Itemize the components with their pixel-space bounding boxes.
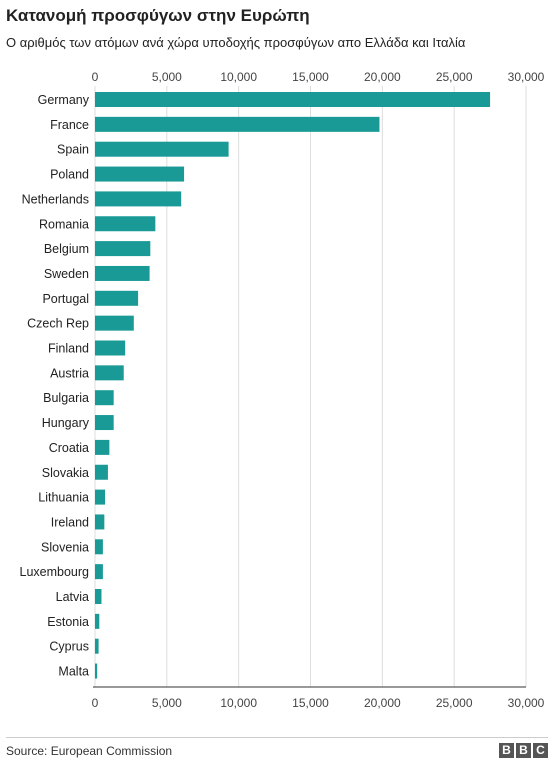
- category-label: Romania: [39, 217, 89, 231]
- category-label: Portugal: [42, 292, 89, 306]
- bottom-tick-label: 5,000: [152, 696, 182, 710]
- bar: [95, 564, 103, 580]
- category-label: Estonia: [47, 615, 89, 629]
- category-label: Finland: [48, 342, 89, 356]
- bar: [95, 638, 99, 654]
- top-tick-label: 0: [92, 70, 99, 84]
- bottom-tick-label: 0: [92, 696, 99, 710]
- category-labels: Germany France Spain Poland Netherlands Roman…: [20, 93, 90, 679]
- category-label: Lithuania: [38, 491, 89, 505]
- category-label: Germany: [38, 93, 90, 107]
- chart-title: Κατανομή προσφύγων στην Ευρώπη: [6, 6, 310, 25]
- bottom-tick-label: 10,000: [220, 696, 257, 710]
- bar: [95, 191, 182, 207]
- category-label: Bulgaria: [43, 391, 89, 405]
- bottom-tick-labels: 0 5,000 10,000 15,000 20,000 25,000 30,000: [92, 696, 545, 710]
- category-label: Malta: [58, 665, 89, 679]
- bar: [95, 415, 114, 431]
- category-label: Belgium: [44, 242, 89, 256]
- top-tick-labels: 0 5,000 10,000 15,000 20,000 25,000 30,000: [92, 70, 545, 84]
- bar: [95, 265, 150, 281]
- category-label: Latvia: [56, 590, 89, 604]
- top-tick-label: 30,000: [508, 70, 545, 84]
- footer-divider: [6, 737, 548, 738]
- bar: [95, 290, 139, 306]
- bar: [95, 315, 134, 331]
- category-label: Poland: [50, 168, 89, 182]
- category-label: Austria: [50, 366, 89, 380]
- bar: [95, 241, 151, 257]
- category-label: France: [50, 118, 89, 132]
- bar-chart: 0 5,000 10,000 15,000 20,000 25,000 30,000 0 5,…: [20, 70, 545, 710]
- category-label: Hungary: [42, 416, 90, 430]
- bar: [95, 216, 156, 232]
- category-label: Ireland: [51, 515, 89, 529]
- bar: [95, 589, 102, 604]
- bar: [95, 514, 105, 530]
- source-note: Source: European Commission: [6, 744, 173, 758]
- category-label: Spain: [57, 143, 89, 157]
- bar: [95, 141, 229, 157]
- logo-letter: B: [516, 743, 531, 758]
- bar: [95, 539, 103, 555]
- bar: [95, 92, 491, 107]
- category-label: Netherlands: [22, 192, 89, 206]
- bar: [95, 439, 110, 455]
- top-tick-label: 10,000: [220, 70, 257, 84]
- category-label: Czech Rep: [27, 317, 89, 331]
- top-tick-label: 15,000: [292, 70, 329, 84]
- category-label: Slovenia: [41, 540, 89, 554]
- top-tick-label: 25,000: [436, 70, 473, 84]
- logo-letter: C: [533, 743, 548, 758]
- bar: [95, 365, 124, 381]
- bar: [95, 166, 185, 182]
- bar: [95, 390, 114, 406]
- logo-letter: B: [499, 743, 514, 758]
- gridlines: [94, 86, 527, 687]
- category-label: Luxembourg: [20, 565, 90, 579]
- top-tick-label: 5,000: [152, 70, 182, 84]
- bottom-tick-label: 20,000: [364, 696, 401, 710]
- bar: [95, 340, 126, 356]
- category-label: Cyprus: [49, 640, 89, 654]
- bar: [95, 489, 106, 505]
- bottom-tick-label: 30,000: [508, 696, 545, 710]
- bar: [95, 116, 380, 132]
- bbc-logo: B B C: [499, 743, 548, 758]
- bar: [95, 613, 100, 629]
- bar: [95, 464, 108, 480]
- category-label: Croatia: [49, 441, 89, 455]
- top-tick-label: 20,000: [364, 70, 401, 84]
- bar: [95, 663, 98, 679]
- category-label: Sweden: [44, 267, 89, 281]
- bottom-tick-label: 15,000: [292, 696, 329, 710]
- bars: [95, 92, 491, 679]
- category-label: Slovakia: [42, 466, 89, 480]
- bottom-tick-label: 25,000: [436, 696, 473, 710]
- chart-subtitle: Ο αριθμός των ατόμων ανά χώρα υποδοχής π…: [6, 35, 466, 50]
